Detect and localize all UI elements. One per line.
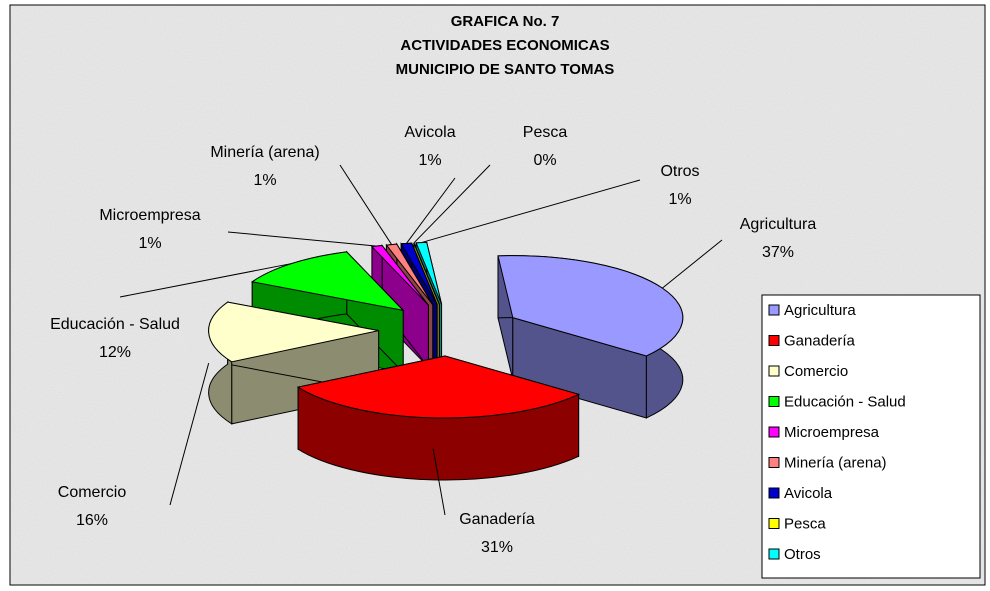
data-label: 16% bbox=[76, 512, 108, 529]
leader-line bbox=[406, 177, 456, 244]
legend-label: Educación - Salud bbox=[784, 393, 906, 410]
legend-swatch bbox=[768, 365, 780, 377]
data-label: Agricultura bbox=[740, 216, 817, 233]
data-label: 37% bbox=[762, 244, 794, 261]
data-label: 31% bbox=[481, 539, 513, 556]
leader-line bbox=[421, 179, 641, 244]
legend-swatch bbox=[768, 457, 780, 468]
legend-label: Pesca bbox=[784, 515, 826, 532]
data-label: 1% bbox=[668, 191, 691, 208]
slice bbox=[208, 301, 379, 363]
data-label: Minería (arena) bbox=[210, 144, 319, 161]
legend-swatch bbox=[768, 548, 780, 560]
legend-label: Microempresa bbox=[784, 424, 880, 441]
leader-line bbox=[119, 263, 292, 298]
slice bbox=[415, 241, 443, 305]
legend-swatch bbox=[768, 396, 780, 407]
leader-line bbox=[227, 231, 378, 247]
data-label: Otros bbox=[660, 163, 699, 180]
data-label: 0% bbox=[533, 152, 556, 169]
data-label: Comercio bbox=[58, 484, 127, 501]
chart-title: ACTIVIDADES ECONOMICAS bbox=[400, 37, 609, 54]
legend-swatch bbox=[768, 426, 780, 438]
legend-swatch bbox=[768, 518, 780, 529]
legend-label: Avicola bbox=[784, 485, 833, 502]
data-label: 1% bbox=[418, 152, 441, 169]
legend-label: Comercio bbox=[784, 363, 848, 380]
data-label: Educación - Salud bbox=[50, 316, 180, 333]
data-label: Microempresa bbox=[99, 207, 200, 224]
data-label: 1% bbox=[253, 172, 276, 189]
data-label: Pesca bbox=[523, 124, 568, 141]
legend-swatch bbox=[768, 335, 780, 346]
legend-label: Ganadería bbox=[784, 332, 856, 349]
data-label: 12% bbox=[99, 344, 131, 361]
slice bbox=[385, 243, 434, 306]
legend-label: Minería (arena) bbox=[784, 454, 887, 471]
data-label: Avicola bbox=[404, 124, 455, 141]
legend-label: Otros bbox=[784, 546, 821, 563]
leader-line bbox=[339, 164, 393, 245]
data-label: 1% bbox=[138, 235, 161, 252]
legend bbox=[761, 294, 981, 579]
chart-title: GRAFICA No. 7 bbox=[451, 13, 560, 30]
legend-label: Agricultura bbox=[784, 302, 856, 319]
slice bbox=[497, 255, 684, 357]
legend-swatch bbox=[768, 304, 780, 316]
leader-line bbox=[432, 448, 446, 516]
legend-swatch bbox=[768, 487, 780, 499]
chart-title: MUNICIPIO DE SANTO TOMAS bbox=[396, 61, 615, 78]
slice bbox=[413, 242, 440, 305]
leader-line bbox=[413, 164, 491, 244]
slice bbox=[296, 355, 581, 419]
slice bbox=[250, 251, 405, 312]
leader-line bbox=[662, 239, 723, 289]
data-label: Ganadería bbox=[459, 511, 535, 528]
leader-line bbox=[169, 363, 210, 506]
